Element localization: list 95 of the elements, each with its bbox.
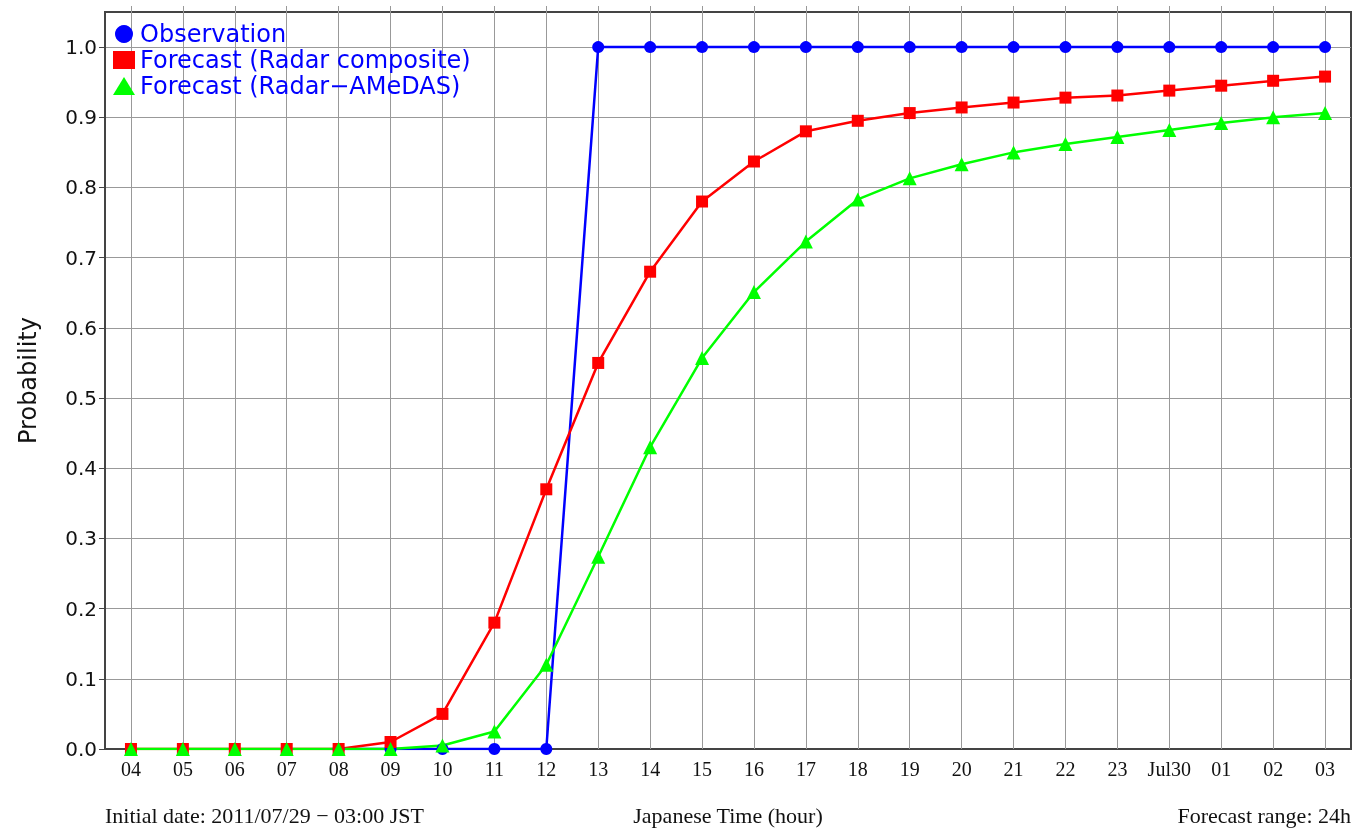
y-tick-label: 0.7 bbox=[65, 245, 97, 270]
y-tick-label: 0.9 bbox=[65, 105, 97, 130]
x-tick-label: 19 bbox=[899, 758, 920, 780]
point bbox=[955, 101, 968, 114]
point bbox=[1059, 41, 1072, 54]
point bbox=[592, 356, 605, 369]
point bbox=[1110, 129, 1125, 144]
point bbox=[592, 41, 605, 54]
x-tick-label: 18 bbox=[847, 758, 868, 780]
point bbox=[488, 743, 501, 755]
point bbox=[850, 192, 865, 207]
y-tick-label: 1.0 bbox=[65, 35, 97, 60]
point bbox=[1318, 106, 1333, 121]
text: Initial date: 2011/07/29 − 03:00 JST bbox=[105, 802, 425, 828]
point bbox=[1214, 115, 1229, 130]
x-tick-label: 14 bbox=[640, 758, 661, 780]
x-tick-label: Jul30 bbox=[1147, 758, 1191, 780]
point bbox=[436, 707, 449, 720]
legend-label: Observation bbox=[140, 20, 287, 48]
y-tick-label: 0.8 bbox=[65, 175, 97, 200]
point bbox=[747, 41, 760, 54]
point bbox=[799, 41, 812, 54]
point bbox=[643, 440, 658, 455]
point bbox=[1058, 136, 1073, 151]
point bbox=[747, 155, 760, 168]
x-tick-label: 06 bbox=[224, 758, 245, 780]
point bbox=[1007, 96, 1020, 109]
x-axis-title: Japanese Time (hour) bbox=[633, 802, 823, 828]
x-tick-label: 16 bbox=[743, 758, 764, 780]
x-tick-label: 21 bbox=[1003, 758, 1024, 780]
point bbox=[955, 41, 968, 54]
point bbox=[1215, 41, 1228, 54]
point bbox=[696, 195, 709, 208]
x-tick-label: 07 bbox=[276, 758, 297, 780]
legend-label: Forecast (Radar composite) bbox=[140, 46, 471, 74]
x-tick-label: 09 bbox=[380, 758, 401, 780]
point bbox=[1163, 41, 1176, 54]
point bbox=[799, 125, 812, 138]
point bbox=[954, 157, 969, 172]
x-tick-label: 03 bbox=[1315, 758, 1336, 780]
point bbox=[1111, 89, 1124, 102]
x-tick-label: 15 bbox=[692, 758, 713, 780]
point bbox=[1266, 110, 1281, 125]
x-tick-label: 12 bbox=[536, 758, 557, 780]
point bbox=[851, 114, 864, 127]
x-tick-label: 23 bbox=[1107, 758, 1128, 780]
x-tick-label: 08 bbox=[328, 758, 349, 780]
x-tick-label: 05 bbox=[172, 758, 193, 780]
point bbox=[435, 738, 450, 753]
x-tick-label: 11 bbox=[484, 758, 505, 780]
x-tick-label: 17 bbox=[795, 758, 816, 780]
point bbox=[903, 41, 916, 54]
y-tick-label: 0.6 bbox=[65, 315, 97, 340]
x-tick-label: 01 bbox=[1211, 758, 1232, 780]
point bbox=[1215, 79, 1228, 92]
y-tick-label: 0.3 bbox=[65, 526, 97, 551]
point bbox=[1267, 74, 1280, 87]
point bbox=[1319, 70, 1332, 83]
point bbox=[591, 549, 606, 564]
point bbox=[1162, 122, 1177, 137]
y-axis-title: Probability bbox=[14, 317, 42, 444]
point bbox=[644, 265, 657, 278]
point bbox=[1319, 41, 1332, 54]
point bbox=[539, 657, 554, 672]
point bbox=[644, 41, 657, 54]
point bbox=[540, 743, 553, 755]
point bbox=[746, 285, 761, 300]
x-tick-label: 13 bbox=[588, 758, 609, 780]
y-tick-label: 0.2 bbox=[65, 596, 97, 621]
x-tick-label: 22 bbox=[1055, 758, 1076, 780]
y-tick-label: 0.5 bbox=[65, 386, 97, 411]
point bbox=[851, 41, 864, 54]
x-tick-label: 04 bbox=[120, 758, 141, 780]
point bbox=[1006, 145, 1021, 160]
point bbox=[696, 41, 709, 54]
point bbox=[695, 351, 710, 366]
point bbox=[1267, 41, 1280, 54]
legend-label: Forecast (Radar−AMeDAS) bbox=[140, 72, 461, 100]
y-tick-label: 0.1 bbox=[65, 666, 97, 691]
point bbox=[903, 107, 916, 120]
x-tick-label: 10 bbox=[432, 758, 453, 780]
point bbox=[1059, 91, 1072, 104]
y-tick-label: 0.0 bbox=[65, 737, 97, 761]
point bbox=[798, 234, 813, 249]
point bbox=[1007, 41, 1020, 54]
x-tick-label: 20 bbox=[951, 758, 972, 780]
point bbox=[902, 171, 917, 186]
text: Forecast range: 24h bbox=[1177, 802, 1351, 828]
point bbox=[540, 483, 553, 496]
x-tick-label: 02 bbox=[1263, 758, 1284, 780]
point bbox=[488, 616, 501, 629]
point bbox=[1111, 41, 1124, 54]
point bbox=[487, 724, 502, 739]
point bbox=[1163, 84, 1176, 97]
y-tick-label: 0.4 bbox=[65, 456, 97, 481]
